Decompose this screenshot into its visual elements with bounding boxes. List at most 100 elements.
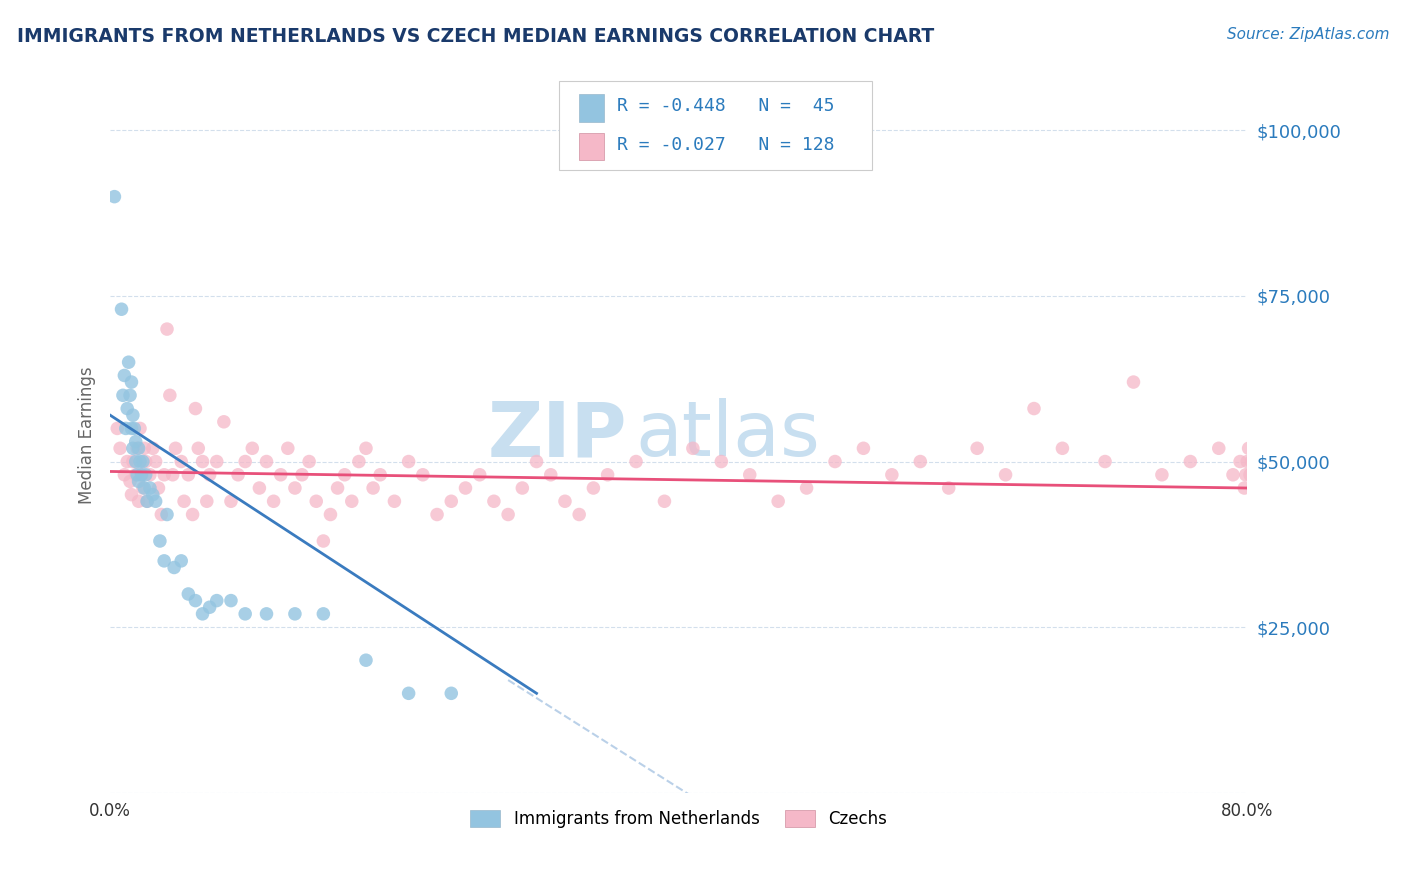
Point — [1257, 442, 1279, 456]
Point — [156, 322, 179, 336]
Point — [1301, 442, 1323, 456]
Point — [1357, 454, 1379, 468]
Point — [1343, 442, 1365, 456]
Point — [361, 481, 384, 495]
Point — [398, 686, 420, 700]
Point — [263, 494, 285, 508]
Point — [205, 593, 228, 607]
Text: IMMIGRANTS FROM NETHERLANDS VS CZECH MEDIAN EARNINGS CORRELATION CHART: IMMIGRANTS FROM NETHERLANDS VS CZECH MED… — [17, 27, 934, 45]
Point — [132, 454, 155, 468]
Point — [440, 494, 463, 508]
Point — [540, 467, 562, 482]
Point — [177, 587, 200, 601]
Point — [139, 481, 162, 495]
Point — [1233, 481, 1256, 495]
Point — [122, 442, 145, 456]
Point — [212, 415, 235, 429]
Point — [240, 442, 263, 456]
Point — [284, 481, 307, 495]
Point — [880, 467, 903, 482]
Point — [1250, 454, 1272, 468]
Point — [124, 421, 146, 435]
Point — [198, 600, 221, 615]
Point — [198, 467, 221, 482]
Point — [131, 467, 153, 482]
Point — [1350, 467, 1372, 482]
Point — [1180, 454, 1202, 468]
Point — [298, 454, 321, 468]
Point — [127, 467, 149, 482]
Point — [131, 467, 153, 482]
Point — [128, 475, 150, 489]
Point — [219, 494, 242, 508]
Point — [129, 454, 152, 468]
Point — [120, 475, 142, 489]
Text: Source: ZipAtlas.com: Source: ZipAtlas.com — [1226, 27, 1389, 42]
Point — [384, 494, 406, 508]
Point — [136, 494, 159, 508]
Point — [165, 442, 187, 456]
FancyBboxPatch shape — [560, 81, 872, 170]
Point — [136, 494, 159, 508]
Point — [142, 488, 165, 502]
Point — [184, 401, 207, 416]
Point — [129, 421, 152, 435]
Point — [128, 494, 150, 508]
Point — [796, 481, 818, 495]
Point — [120, 388, 142, 402]
Point — [766, 494, 789, 508]
Point — [512, 481, 534, 495]
Y-axis label: Median Earnings: Median Earnings — [79, 367, 96, 504]
Point — [128, 442, 150, 456]
Point — [112, 467, 135, 482]
Point — [582, 481, 605, 495]
Point — [1229, 454, 1251, 468]
Point — [132, 481, 155, 495]
Legend: Immigrants from Netherlands, Czechs: Immigrants from Netherlands, Czechs — [464, 803, 894, 834]
Point — [277, 442, 299, 456]
Point — [654, 494, 676, 508]
Point — [153, 554, 176, 568]
Point — [145, 494, 167, 508]
Point — [938, 481, 960, 495]
Point — [1271, 454, 1294, 468]
Point — [1241, 481, 1264, 495]
Point — [1234, 467, 1257, 482]
Text: atlas: atlas — [636, 398, 820, 472]
Point — [852, 442, 875, 456]
Point — [139, 467, 162, 482]
Point — [1094, 454, 1116, 468]
Point — [125, 454, 148, 468]
Point — [184, 593, 207, 607]
Point — [910, 454, 932, 468]
Point — [156, 508, 179, 522]
Point — [1052, 442, 1074, 456]
Point — [1278, 481, 1301, 495]
Point — [482, 494, 505, 508]
Point — [526, 454, 548, 468]
Point — [205, 454, 228, 468]
Point — [1240, 454, 1263, 468]
Point — [1150, 467, 1173, 482]
Point — [121, 421, 143, 435]
Point — [398, 454, 420, 468]
Point — [114, 421, 136, 435]
Point — [340, 494, 363, 508]
Point — [496, 508, 519, 522]
Point — [219, 593, 242, 607]
Point — [142, 442, 165, 456]
Point — [110, 302, 132, 317]
Point — [468, 467, 491, 482]
Point — [994, 467, 1017, 482]
Point — [1264, 467, 1286, 482]
Point — [103, 189, 125, 203]
Point — [305, 494, 328, 508]
Point — [1378, 454, 1400, 468]
Point — [111, 388, 134, 402]
Point — [125, 467, 148, 482]
Point — [256, 607, 278, 621]
Point — [1236, 454, 1258, 468]
Text: R = -0.027   N = 128: R = -0.027 N = 128 — [617, 136, 835, 153]
Point — [191, 607, 214, 621]
Text: ZIP: ZIP — [488, 398, 627, 472]
